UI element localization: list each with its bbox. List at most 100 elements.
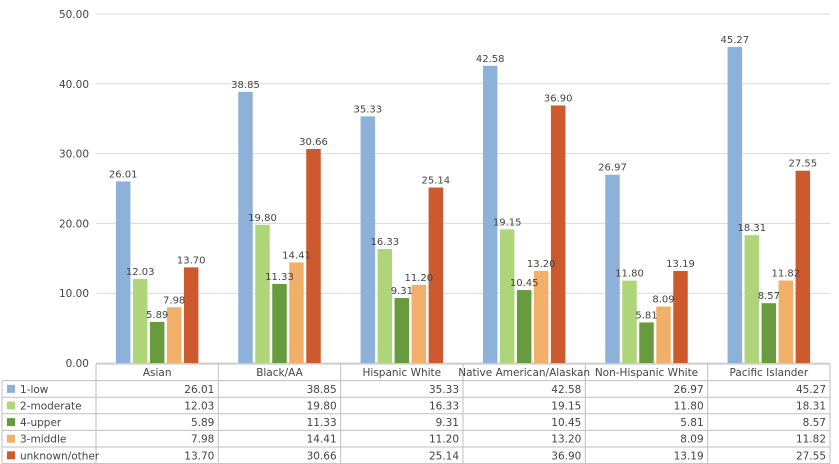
data-label: 11.20 — [405, 273, 434, 284]
table-cell: 12.03 — [184, 401, 214, 413]
table-cell: 30.66 — [307, 450, 337, 462]
table-cell: 13.70 — [184, 450, 214, 462]
legend-swatch — [7, 401, 15, 410]
data-label: 19.80 — [248, 213, 277, 224]
data-label: 14.41 — [282, 250, 311, 261]
table-cell: 7.98 — [191, 434, 214, 446]
table-cell: 45.27 — [796, 384, 826, 396]
bar — [411, 284, 427, 363]
data-label: 8.57 — [758, 291, 780, 302]
bar — [605, 174, 620, 363]
bar — [795, 170, 811, 363]
bar — [132, 279, 148, 363]
data-label: 13.19 — [666, 259, 695, 270]
data-table: Asian Black/AA Hispanic White Native Americ… — [1, 363, 831, 464]
bar — [550, 105, 566, 364]
bar — [238, 91, 253, 364]
y-tick-label: 30.00 — [59, 149, 89, 161]
table-cell: 25.14 — [429, 450, 459, 462]
table-cell: 26.01 — [184, 384, 214, 396]
bar — [428, 187, 444, 363]
table-cell: 16.33 — [429, 401, 459, 413]
table-cell: 8.57 — [803, 417, 826, 429]
bar — [149, 321, 165, 363]
bar — [289, 262, 304, 363]
data-label: 26.01 — [109, 169, 138, 180]
bar — [255, 224, 270, 363]
bar — [183, 267, 199, 363]
legend-entry: 1-low — [20, 384, 49, 396]
bar — [360, 116, 376, 363]
table-cell: 5.89 — [191, 417, 214, 429]
data-label: 12.03 — [126, 267, 155, 278]
bar — [306, 148, 321, 363]
y-tick-label: 50.00 — [59, 9, 89, 21]
table-cell: 36.90 — [551, 450, 581, 462]
bar — [744, 235, 760, 363]
y-tick-label: 10.00 — [59, 288, 89, 300]
data-label: 36.90 — [544, 93, 573, 104]
bar — [272, 283, 287, 363]
data-label: 27.55 — [789, 159, 818, 170]
category-label: Black/AA — [256, 367, 303, 379]
table-cell: 19.15 — [551, 401, 581, 413]
data-label: 30.66 — [299, 137, 328, 148]
category-label: Non-Hispanic White — [595, 367, 698, 379]
table-cell: 26.97 — [674, 384, 704, 396]
category-label: Native American/Alaskan — [458, 367, 590, 379]
bar — [482, 65, 498, 364]
data-label: 7.98 — [163, 295, 185, 306]
bar — [778, 280, 794, 363]
table-cell: 11.33 — [307, 417, 337, 429]
category-label: Pacific Islander — [729, 367, 808, 379]
bar — [673, 270, 688, 363]
data-label: 11.33 — [265, 272, 294, 283]
data-label: 13.70 — [177, 255, 206, 266]
legend-swatch — [7, 451, 15, 460]
table-cell: 9.31 — [436, 417, 459, 429]
table-cell: 35.33 — [429, 384, 459, 396]
bar — [394, 298, 410, 363]
data-label: 38.85 — [231, 80, 260, 91]
bar — [622, 280, 637, 363]
table-cell: 11.82 — [796, 434, 826, 446]
data-label: 42.58 — [476, 54, 505, 65]
y-tick-label: 40.00 — [59, 79, 89, 91]
legend-entry: unknown/other — [20, 450, 100, 462]
table-cell: 11.20 — [429, 434, 459, 446]
data-label: 11.80 — [615, 269, 644, 280]
data-label: 11.82 — [772, 268, 801, 279]
bar — [533, 270, 549, 363]
legend-entry: 3-middle — [20, 434, 66, 446]
table-cell: 11.80 — [674, 401, 704, 413]
bar — [761, 303, 777, 363]
bars — [115, 47, 811, 364]
bar — [639, 322, 654, 363]
legend-entry: 4-upper — [20, 417, 62, 429]
gridlines — [96, 13, 830, 364]
y-tick-label: 20.00 — [59, 218, 89, 230]
legend-entry: 2-moderate — [20, 401, 82, 413]
data-label: 25.14 — [422, 176, 451, 187]
bar — [115, 181, 131, 363]
data-label: 16.33 — [371, 237, 400, 248]
bar — [516, 290, 532, 363]
table-cell: 10.45 — [551, 417, 581, 429]
data-label: 10.45 — [510, 278, 539, 289]
y-axis-tick-labels: 0.00 10.00 20.00 30.00 40.00 50.00 — [59, 9, 89, 370]
table-cell: 18.31 — [796, 401, 826, 413]
data-label: 13.20 — [527, 259, 556, 270]
table-cell: 42.58 — [551, 384, 581, 396]
data-labels: 26.01 12.03 5.89 7.98 13.70 38.85 19.80 11.33 14… — [109, 35, 817, 321]
table-cell: 27.55 — [796, 450, 826, 462]
data-label: 26.97 — [598, 163, 627, 174]
data-label: 9.31 — [391, 286, 413, 297]
legend-swatch — [7, 434, 15, 443]
data-label: 5.89 — [146, 310, 168, 321]
data-label: 35.33 — [354, 104, 383, 115]
data-label: 8.09 — [652, 295, 674, 306]
data-label: 5.81 — [635, 310, 657, 321]
bar — [499, 229, 515, 363]
table-cell: 13.19 — [674, 450, 704, 462]
